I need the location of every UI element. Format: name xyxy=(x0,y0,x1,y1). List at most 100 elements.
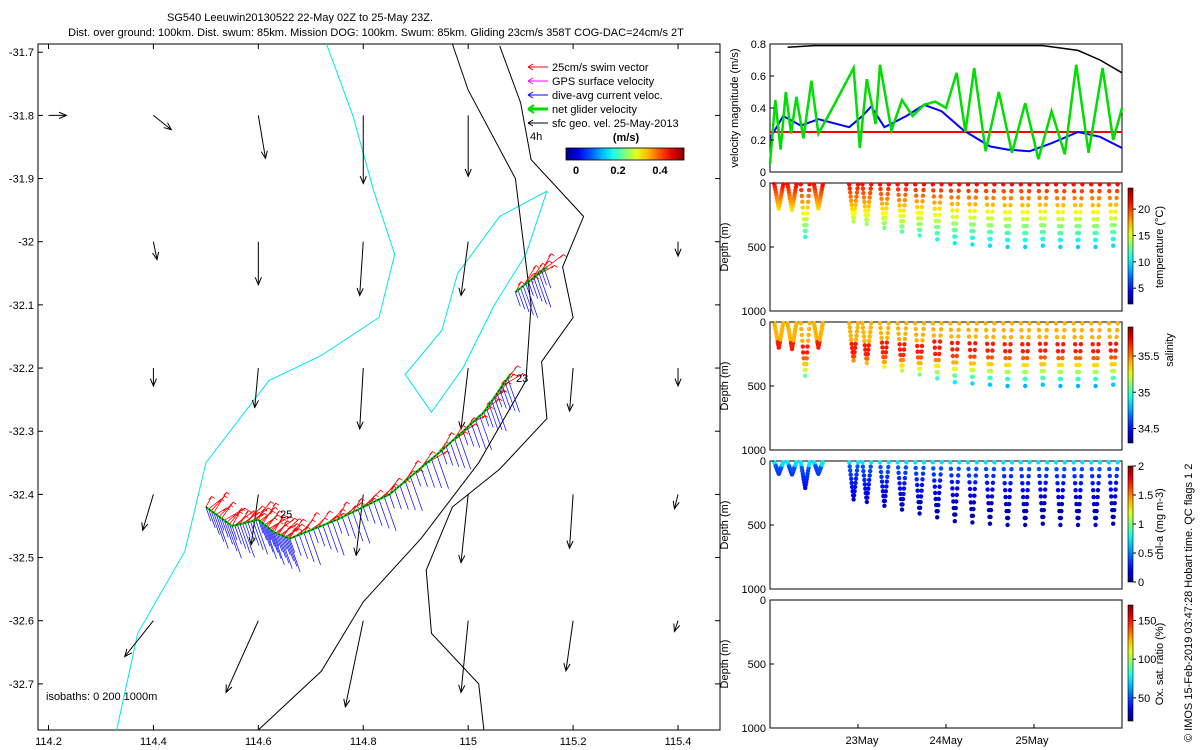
geo-vector-head xyxy=(566,403,574,413)
section-data-point xyxy=(919,210,924,215)
section-data-point xyxy=(971,228,976,234)
map-title: SG540 Leeuwin20130522 22-May 02Z to 25-M… xyxy=(167,12,433,24)
dive-avg-current-vector xyxy=(265,525,272,541)
swim-vector-head xyxy=(551,264,558,269)
colorbar-tick-label: 20 xyxy=(1138,204,1150,216)
section-data-point xyxy=(903,331,908,336)
bathymetry-layer xyxy=(116,43,585,731)
section-data-point xyxy=(864,221,869,227)
swim-vector-head xyxy=(295,518,303,523)
section-data-point xyxy=(1112,223,1117,228)
map-y-tick-label: -31.9 xyxy=(9,174,34,186)
section-data-point xyxy=(1009,189,1014,194)
section-data-point xyxy=(895,460,900,465)
section-data-point xyxy=(1107,195,1113,201)
section-data-point xyxy=(1055,210,1061,215)
geo-vector xyxy=(124,620,154,657)
section-data-point xyxy=(862,338,867,344)
swim-vector-head xyxy=(501,380,508,384)
section-data-point xyxy=(983,460,988,465)
section-data-point xyxy=(901,491,906,497)
section-data-point xyxy=(1007,355,1012,361)
section-data-point xyxy=(1080,321,1085,326)
section-data-point xyxy=(950,214,955,220)
section-data-point xyxy=(851,215,857,220)
section-data-point xyxy=(900,502,905,507)
section-data-point xyxy=(936,496,941,502)
section-data-point xyxy=(917,227,923,232)
dive-avg-current-vector xyxy=(247,522,255,542)
section-data-point xyxy=(879,340,885,345)
section-data-point xyxy=(1076,515,1081,521)
section-data-point xyxy=(1095,216,1100,222)
section-data-point xyxy=(804,222,809,228)
section-data-point xyxy=(807,182,812,187)
section-data-point xyxy=(1043,480,1048,485)
section-data-point xyxy=(1008,474,1014,479)
section-data-point xyxy=(970,520,975,525)
section-data-point xyxy=(1002,196,1007,201)
section-data-point xyxy=(1054,335,1060,340)
swim-vector xyxy=(257,508,265,520)
map-y-tick-label: -32 xyxy=(18,237,34,249)
section-data-point xyxy=(968,493,973,498)
dive-avg-current-vector xyxy=(259,520,267,541)
section-data-point xyxy=(970,235,976,240)
section-data-point xyxy=(1089,189,1094,194)
section-data-point xyxy=(937,212,942,218)
section-data-point xyxy=(1059,223,1065,229)
section-data-point xyxy=(1006,508,1011,514)
geo-vector-head xyxy=(251,399,259,409)
dive-avg-current-vector xyxy=(336,519,343,534)
section-data-point xyxy=(1078,203,1084,208)
section-data-point xyxy=(806,326,812,332)
section-data-point xyxy=(938,333,943,338)
section-data-point xyxy=(896,470,901,475)
legend-gps-label: GPS surface velocity xyxy=(552,76,655,88)
dive-avg-current-vector xyxy=(378,499,390,529)
section-data-point xyxy=(884,484,889,489)
section-data-point xyxy=(851,493,857,498)
section-data-point xyxy=(860,186,866,191)
section-data-point xyxy=(1009,321,1015,326)
section-data-point xyxy=(1038,494,1044,499)
section-data-point xyxy=(971,367,976,373)
section-data-point xyxy=(988,368,994,374)
section-data-point xyxy=(1061,196,1067,201)
section-data-point xyxy=(972,208,977,214)
swim-vector-head xyxy=(448,432,455,436)
section-data-point xyxy=(932,339,937,344)
section-data-point xyxy=(920,193,926,198)
section-y-tick-label: 0 xyxy=(760,456,766,468)
section-data-point xyxy=(855,325,860,330)
section-data-point xyxy=(970,374,976,379)
geo-vector-head xyxy=(464,168,472,178)
section-data-point xyxy=(1107,334,1113,340)
section-data-point xyxy=(902,475,908,481)
section-data-point xyxy=(885,191,890,197)
section-data-point xyxy=(852,206,858,212)
chlorophyll-frame xyxy=(769,460,1123,590)
section-data-point xyxy=(848,472,853,477)
dive-avg-current-vector xyxy=(261,522,271,547)
section-data-point xyxy=(877,321,883,326)
section-data-point xyxy=(1111,521,1116,526)
dive-avg-current-vector xyxy=(298,534,308,559)
section-data-point xyxy=(1036,182,1041,187)
section-data-point xyxy=(1060,349,1066,354)
geo-vector xyxy=(565,620,574,671)
section-data-point xyxy=(1094,362,1100,368)
section-data-point xyxy=(1058,522,1063,528)
section-data-point xyxy=(806,332,811,338)
dive-avg-current-vector xyxy=(286,537,298,567)
temperature-colorbar-label: temperature (°C) xyxy=(1154,206,1166,288)
section-data-point xyxy=(952,519,957,524)
geo-vector xyxy=(460,620,469,693)
section-data-point xyxy=(1094,223,1100,229)
section-data-point xyxy=(853,341,858,347)
section-data-point xyxy=(807,321,812,326)
section-data-point xyxy=(973,473,978,478)
section-data-point xyxy=(948,466,954,471)
colorbar-tick-label: 2 xyxy=(1138,461,1144,473)
dive-avg-current-vector xyxy=(303,532,315,563)
